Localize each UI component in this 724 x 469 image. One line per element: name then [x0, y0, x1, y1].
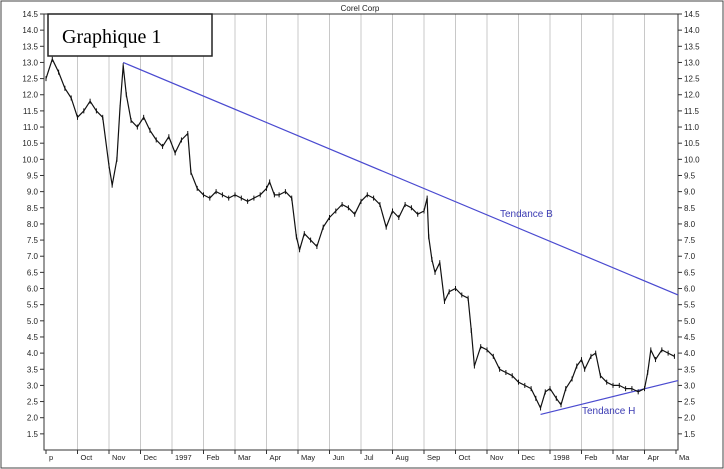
x-tick-label: Dec [144, 453, 158, 462]
x-tick-label: Feb [585, 453, 598, 462]
trend-lines [122, 61, 679, 416]
y-tick-label-right: 11.0 [684, 123, 700, 132]
y-tick-label-left: 10.0 [22, 155, 38, 164]
trend-label-b: Tendance B [500, 209, 553, 220]
y-tick-label-left: 2.0 [27, 414, 39, 423]
x-tick-label: Jul [364, 453, 374, 462]
y-tick-label-right: 14.5 [684, 10, 700, 19]
y-tick-label-right: 6.0 [684, 285, 696, 294]
price-series [45, 56, 675, 411]
x-tick-label: Nov [112, 453, 126, 462]
x-tick-label: Oct [81, 453, 94, 462]
label-box [47, 13, 213, 57]
y-tick-label-left: 11.5 [23, 107, 39, 116]
x-tick-label: Jun [333, 453, 345, 462]
price-line [45, 58, 675, 409]
y-tick-label-left: 6.0 [27, 285, 39, 294]
trend-line-h [540, 379, 679, 416]
y-tick-label-left: 7.0 [27, 252, 39, 261]
y-tick-label-right: 4.5 [684, 333, 696, 342]
y-tick-label-left: 4.5 [27, 333, 39, 342]
y-tick-label-right: 13.5 [684, 42, 700, 51]
x-tick-label: Sep [427, 453, 440, 462]
x-tick-label: Aug [396, 453, 409, 462]
trend-line-b [122, 61, 679, 296]
y-tick-label-right: 5.0 [684, 317, 696, 326]
y-tick-label-left: 1.5 [27, 430, 39, 439]
y-tick-label-right: 12.5 [684, 75, 700, 84]
y-tick-label-right: 10.5 [684, 139, 700, 148]
y-tick-label-left: 4.0 [27, 349, 39, 358]
x-tick-label: May [301, 453, 315, 462]
y-tick-label-right: 9.5 [684, 171, 696, 180]
y-tick-label-right: 6.5 [684, 268, 696, 277]
x-tick-label: 1998 [553, 453, 570, 462]
y-tick-label-right: 1.5 [684, 430, 696, 439]
y-tick-label-left: 14.0 [22, 26, 38, 35]
y-tick-label-left: 5.0 [27, 317, 39, 326]
x-tick-label: Mar [238, 453, 251, 462]
y-tick-label-left: 10.5 [22, 139, 38, 148]
y-tick-label-right: 3.5 [684, 365, 696, 374]
y-tick-label-right: 7.5 [684, 236, 696, 245]
y-tick-label-left: 8.0 [27, 220, 39, 229]
y-tick-label-left: 9.0 [27, 188, 39, 197]
x-tick-label: Dec [522, 453, 536, 462]
y-tick-label-right: 10.0 [684, 155, 700, 164]
y-tick-label-left: 12.0 [22, 91, 38, 100]
x-axis: p Oct Nov Dec 1997 Feb Mar Apr May Jun Jul Aug Sep Oc… [45, 450, 690, 462]
y-tick-label-left: 7.5 [27, 236, 39, 245]
y-tick-label-left: 11.0 [23, 123, 39, 132]
y-axis-left: 1.5 2.0 2.5 3.0 3.5 4.0 4.5 5.0 5.5 6.0 6.5 7.0 7.5 8… [22, 10, 44, 439]
x-tick-label: Apr [270, 453, 282, 462]
y-tick-label-left: 5.5 [27, 301, 39, 310]
y-tick-label-right: 3.0 [684, 381, 696, 390]
y-tick-label-left: 8.5 [27, 204, 39, 213]
y-tick-label-left: 12.5 [22, 75, 38, 84]
y-tick-label-right: 8.5 [684, 204, 696, 213]
x-tick-label: Nov [490, 453, 504, 462]
chart-title: Corel Corp [341, 4, 380, 13]
y-tick-label-left: 3.0 [27, 381, 39, 390]
y-tick-label-left: 3.5 [27, 365, 39, 374]
y-tick-label-left: 13.0 [22, 58, 38, 67]
y-tick-label-left: 13.5 [22, 42, 38, 51]
y-tick-label-left: 6.5 [27, 268, 39, 277]
trend-label-h: Tendance H [582, 406, 635, 417]
y-tick-label-right: 5.5 [684, 301, 696, 310]
grid-lines [77, 14, 645, 450]
y-tick-label-right: 2.5 [684, 398, 696, 407]
y-tick-label-left: 2.5 [27, 398, 39, 407]
y-tick-label-right: 8.0 [684, 220, 696, 229]
x-tick-label: 1997 [175, 453, 192, 462]
label-box-text: Graphique 1 [62, 26, 161, 48]
x-tick-label: Apr [648, 453, 660, 462]
y-tick-label-right: 4.0 [684, 349, 696, 358]
y-tick-label-right: 2.0 [684, 414, 696, 423]
y-tick-label-right: 14.0 [684, 26, 700, 35]
y-axis-right: 1.5 2.0 2.5 3.0 3.5 4.0 4.5 5.0 5.5 6.0 6.5 7.0 7.5 8… [678, 10, 700, 439]
y-tick-label-right: 12.0 [684, 91, 700, 100]
y-tick-label-left: 14.5 [22, 10, 38, 19]
y-tick-label-right: 13.0 [684, 58, 700, 67]
y-tick-label-left: 9.5 [27, 171, 39, 180]
x-tick-label: Oct [459, 453, 472, 462]
x-tick-label: Ma [679, 453, 690, 462]
y-tick-label-right: 7.0 [684, 252, 696, 261]
x-tick-label: Feb [207, 453, 220, 462]
y-tick-label-right: 9.0 [684, 188, 696, 197]
x-tick-label: p [49, 453, 53, 462]
x-tick-label: Mar [616, 453, 629, 462]
y-tick-label-right: 11.5 [684, 107, 700, 116]
